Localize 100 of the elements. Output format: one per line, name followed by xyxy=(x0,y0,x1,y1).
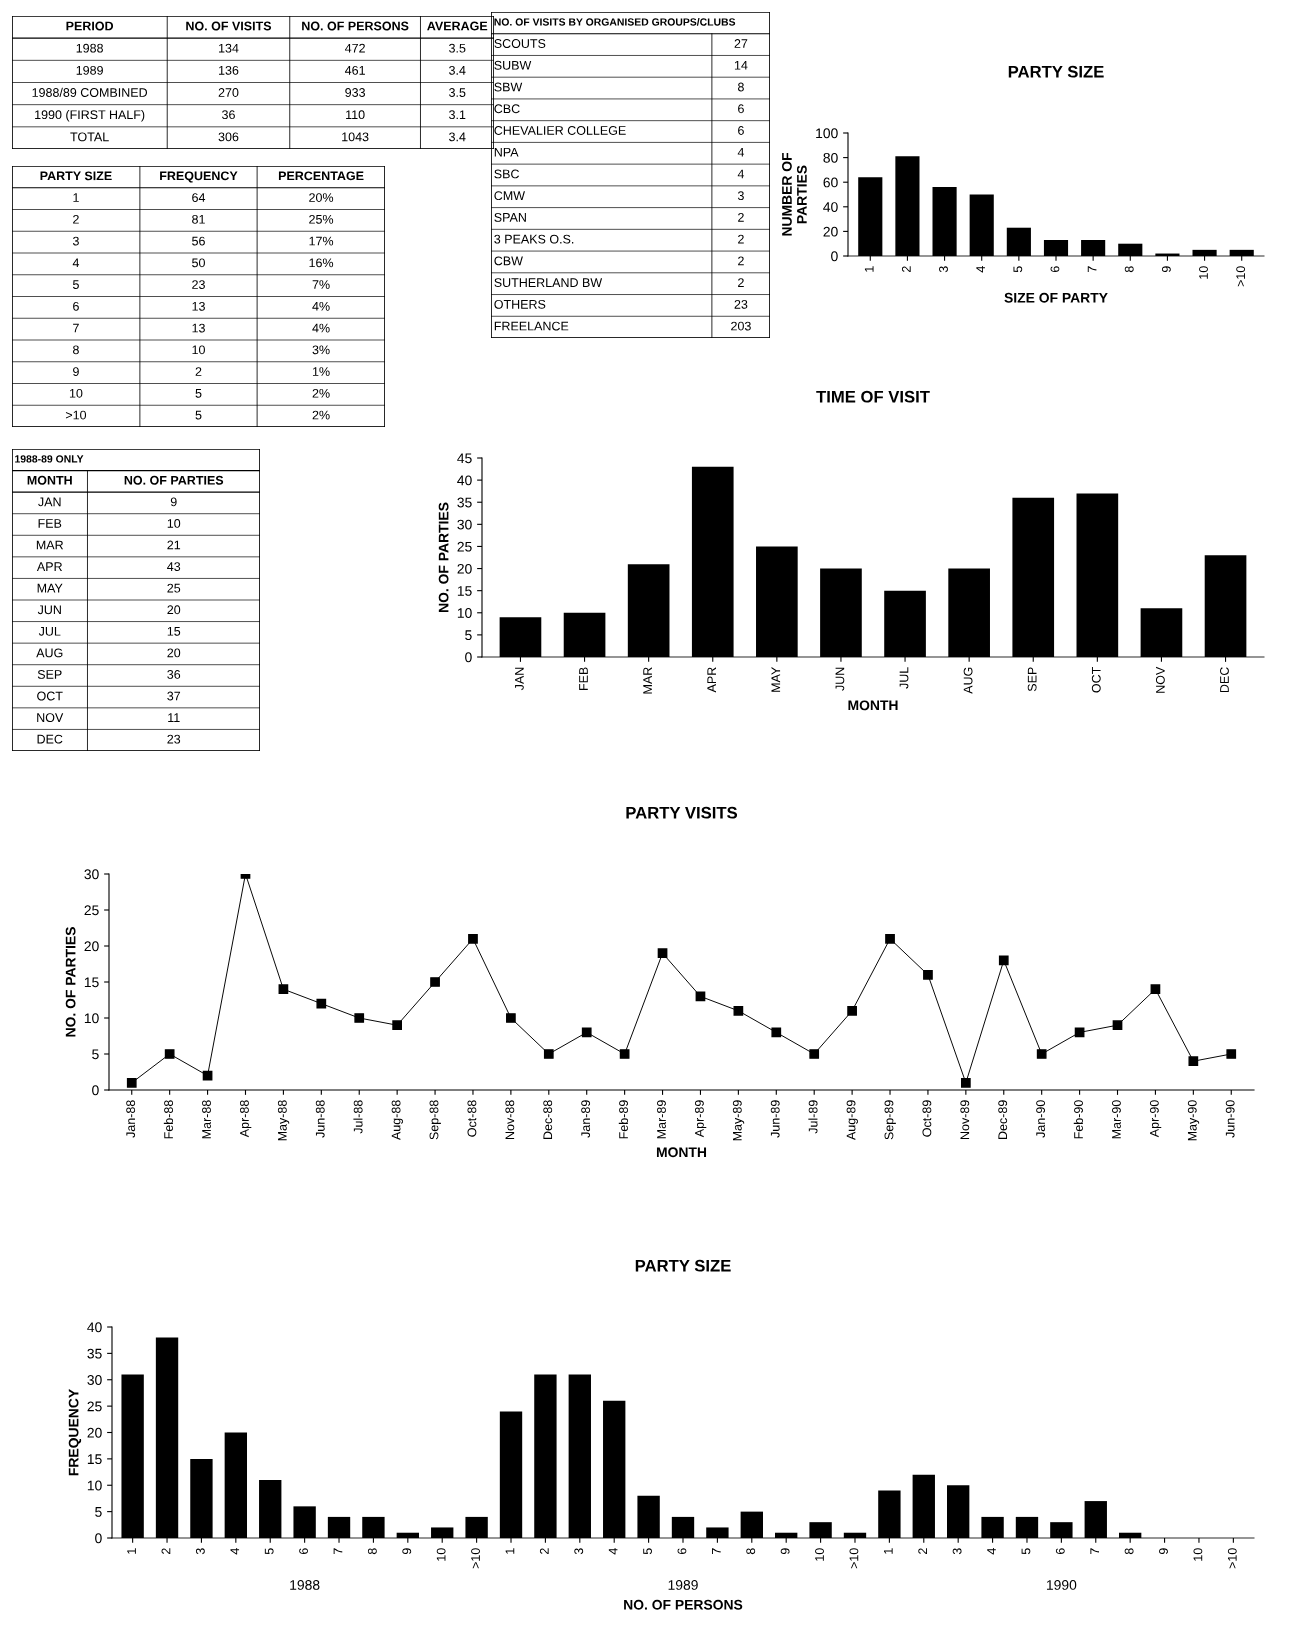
text: SBC xyxy=(494,169,520,179)
text: 306 xyxy=(218,132,239,142)
text: 6 xyxy=(738,126,744,135)
text: 14 xyxy=(734,60,748,70)
text: 1% xyxy=(312,367,330,376)
x-tick-label: 9 xyxy=(402,1548,412,1555)
chart-title: PARTY SIZE xyxy=(635,1259,731,1272)
category-label: NO. OF PARTIES xyxy=(124,475,224,485)
category-label: PERCENTAGE xyxy=(278,171,364,181)
text: 4 xyxy=(737,169,745,179)
text: 25% xyxy=(309,214,334,224)
text: 1990 xyxy=(1046,1580,1077,1590)
x-tick-label: 2 xyxy=(901,266,911,273)
text: 2 xyxy=(738,278,744,287)
point xyxy=(657,948,668,959)
text: >10 xyxy=(65,410,87,420)
text: 2% xyxy=(312,410,330,420)
text: 472 xyxy=(344,43,365,53)
point xyxy=(468,933,478,944)
text: 203 xyxy=(731,321,751,331)
x-tick-label: 3 xyxy=(195,1548,205,1555)
text: 23 xyxy=(167,734,181,744)
x-tick-label: Nov-88 xyxy=(505,1100,515,1139)
y-tick-label: 0 xyxy=(92,1085,99,1096)
text: 37 xyxy=(167,691,181,701)
point xyxy=(506,1013,516,1023)
x-tick-label: 2 xyxy=(161,1548,171,1555)
x-tick-label: DEC xyxy=(1220,667,1229,693)
y-tick-label: 0 xyxy=(465,652,472,663)
x-tick-label: 4 xyxy=(976,266,985,273)
x-tick-label: Jan-90 xyxy=(1036,1100,1046,1138)
text: 4% xyxy=(312,301,330,311)
text: 27 xyxy=(734,39,748,48)
category-label: PERIOD xyxy=(66,21,114,31)
y-tick-label: 5 xyxy=(95,1507,102,1517)
x-tick-label: Mar-88 xyxy=(202,1100,211,1139)
text: 4% xyxy=(312,323,330,333)
point xyxy=(809,1049,820,1059)
text: AUG xyxy=(36,648,63,658)
text: 3 xyxy=(737,191,744,201)
point xyxy=(392,1020,403,1031)
y-tick-label: 30 xyxy=(87,1375,102,1385)
y-tick-label: 15 xyxy=(457,586,472,596)
y-tick-label: 20 xyxy=(457,563,472,574)
text: 1990 (FIRST HALF) xyxy=(35,109,145,122)
text: SPAN xyxy=(494,212,526,222)
x-tick-label: SEP xyxy=(1027,667,1037,692)
x-tick-label: Jul-89 xyxy=(808,1100,818,1134)
text: 110 xyxy=(346,110,365,120)
text: 10 xyxy=(167,519,181,528)
text: 16% xyxy=(309,258,334,268)
x-tick-label: Oct-89 xyxy=(922,1100,932,1137)
y-tick-label: 30 xyxy=(457,519,472,530)
text: 11 xyxy=(168,713,180,722)
y-tick-label: 60 xyxy=(823,177,838,188)
chart-title: TIME OF VISIT xyxy=(816,390,930,403)
y-tick-label: 15 xyxy=(87,1454,102,1465)
x-tick-label: 2 xyxy=(918,1548,928,1555)
text: 36 xyxy=(222,110,235,120)
text: 1989 xyxy=(76,65,103,75)
text: 3 PEAKS O.S. xyxy=(494,234,574,244)
x-tick-label: 7 xyxy=(712,1548,721,1555)
text: SCOUTS xyxy=(494,39,546,48)
x-axis-title: SIZE OF PARTY xyxy=(1004,292,1108,303)
text: 25 xyxy=(167,583,181,593)
y-axis-title: NUMBER OF PARTIES xyxy=(782,152,807,236)
text: TOTAL xyxy=(70,132,109,142)
text: 23 xyxy=(734,299,748,309)
y-tick-label: 20 xyxy=(87,1427,102,1438)
x-tick-label: Apr-90 xyxy=(1149,1100,1162,1138)
x-tick-label: Nov-89 xyxy=(960,1100,970,1139)
x-tick-label: NOV xyxy=(1155,666,1165,693)
y-tick-label: 40 xyxy=(457,475,472,486)
point xyxy=(847,1005,857,1016)
x-tick-label: JAN xyxy=(515,667,524,691)
text: FEB xyxy=(38,519,62,528)
text: 21 xyxy=(167,540,181,550)
x-tick-label: 5 xyxy=(1013,266,1023,273)
text: 8 xyxy=(738,82,744,92)
text: 8 xyxy=(73,345,79,355)
x-tick-label: Feb-90 xyxy=(1073,1100,1083,1139)
x-tick-label: 4 xyxy=(230,1548,240,1555)
text: 3.5 xyxy=(449,43,466,53)
x-tick-label: 6 xyxy=(1055,1548,1065,1555)
x-axis-title: MONTH xyxy=(848,700,898,711)
x-tick-label: Feb-89 xyxy=(618,1100,628,1139)
text: 13 xyxy=(192,323,205,333)
category-label: NO. OF VISITS xyxy=(186,21,272,31)
category-label: AVERAGE xyxy=(427,21,488,31)
text: 134 xyxy=(219,43,239,53)
point xyxy=(619,1049,630,1059)
category-label: NO. OF PERSONS xyxy=(302,21,409,31)
y-axis-title: NO. OF PARTIES xyxy=(438,502,449,612)
y-tick-label: 15 xyxy=(84,977,99,988)
text: NPA xyxy=(494,147,519,157)
x-tick-label: 5 xyxy=(1021,1548,1031,1555)
y-tick-label: 20 xyxy=(84,941,99,952)
x-tick-label: Dec-89 xyxy=(998,1100,1008,1139)
x-tick-label: 6 xyxy=(1050,266,1060,273)
x-tick-label: 1 xyxy=(864,266,874,272)
